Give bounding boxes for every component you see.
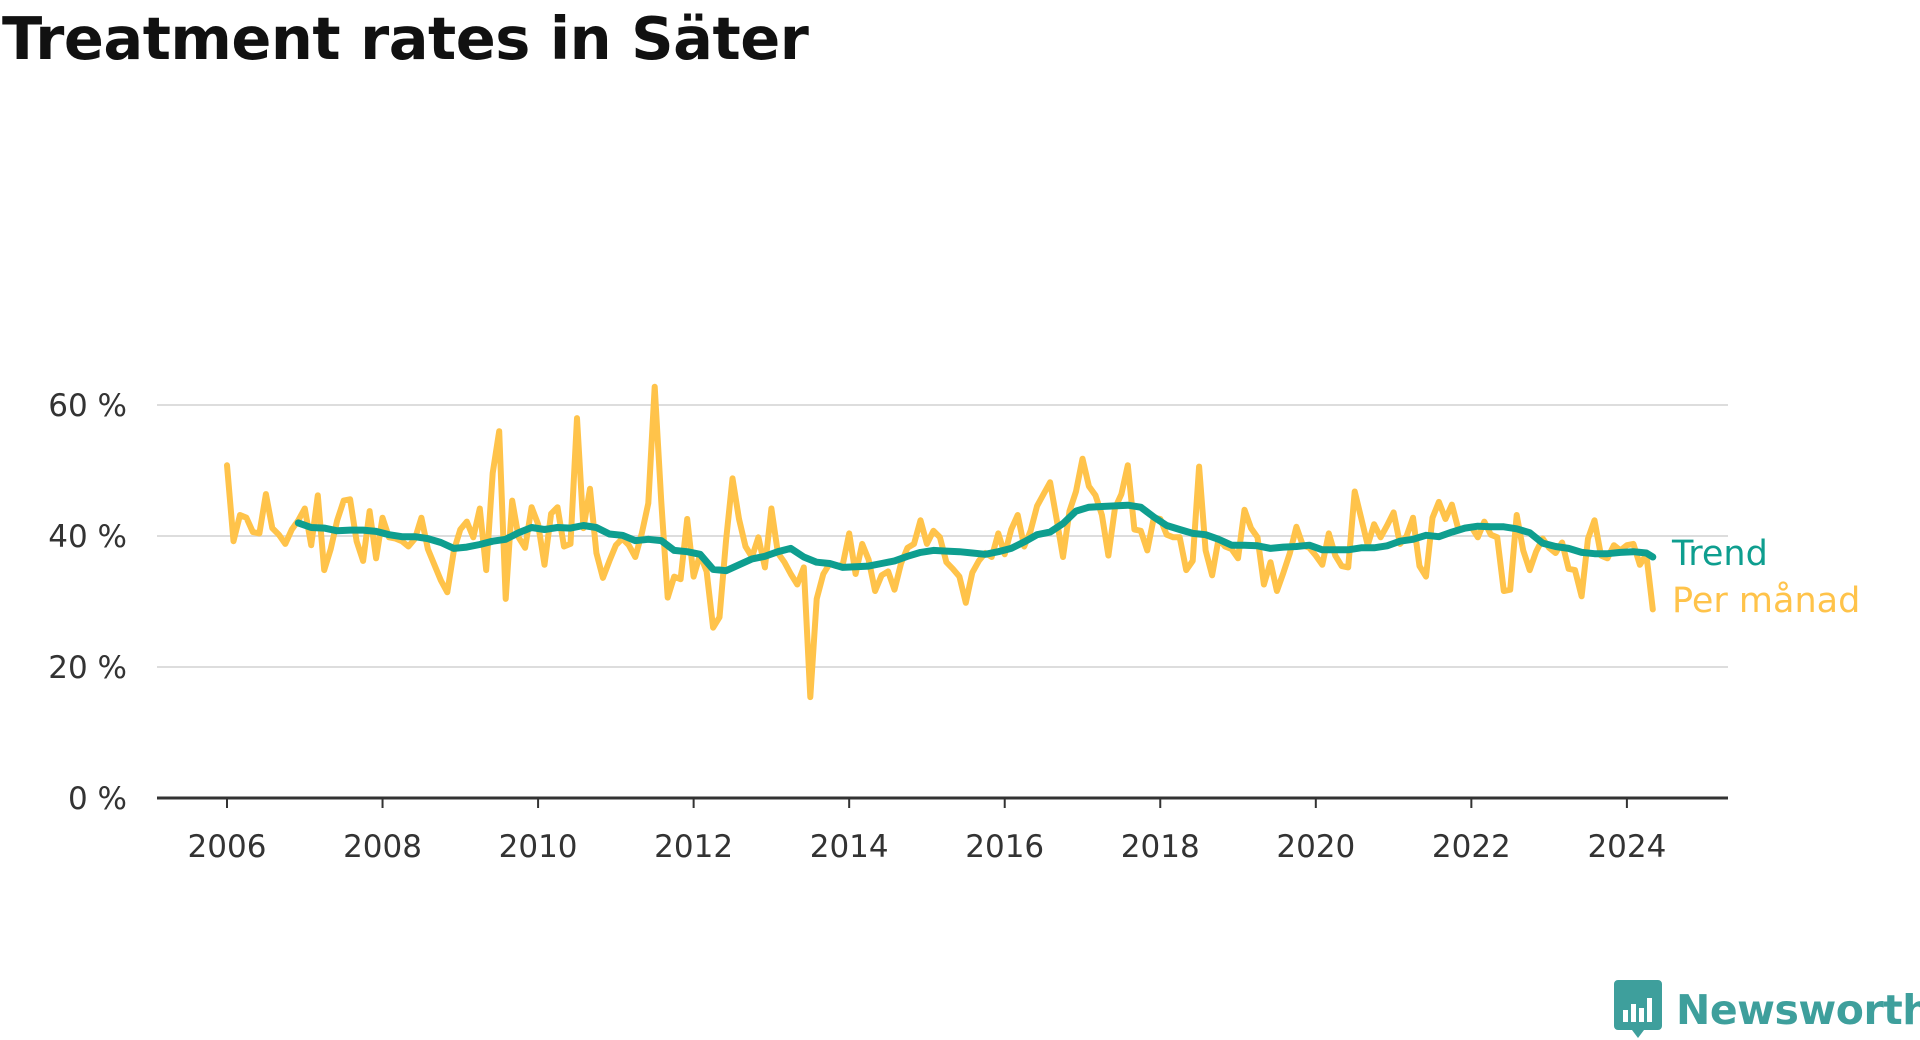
y-tick-label: 60 % [48, 388, 127, 424]
x-axis-ticks: 2006 2008 2010 2012 2014 2016 2018 2020 2022 2024 [188, 798, 1666, 865]
x-tick-label: 2008 [343, 829, 422, 865]
y-tick-label: 20 % [48, 650, 127, 686]
x-tick-label: 2014 [810, 829, 889, 865]
y-tick-label: 0 % [68, 781, 127, 817]
chart-title: Treatment rates in Säter [2, 4, 809, 73]
newsworthy-logo-icon [1614, 980, 1662, 1038]
x-tick-label: 2020 [1276, 829, 1355, 865]
series-labels: Trend Per månad [1671, 534, 1860, 621]
x-tick-label: 2010 [499, 829, 578, 865]
brand-logo: Newsworthy [1614, 980, 1920, 1040]
x-tick-label: 2022 [1432, 829, 1511, 865]
monthly-series-label: Per månad [1672, 580, 1860, 621]
x-tick-label: 2018 [1121, 829, 1200, 865]
series-lines [224, 383, 1657, 701]
trend-line [294, 501, 1657, 575]
trend-series-label: Trend [1671, 534, 1768, 574]
brand-name: Newsworthy [1676, 986, 1920, 1034]
x-tick-label: 2024 [1587, 829, 1666, 865]
y-axis-ticks: 0 % 20 % 40 % 60 % [48, 388, 127, 817]
gridlines [157, 404, 1728, 800]
x-tick-label: 2012 [654, 829, 733, 865]
monthly-line [224, 383, 1656, 701]
x-tick-label: 2006 [188, 829, 267, 865]
y-tick-label: 40 % [48, 519, 127, 555]
x-tick-label: 2016 [965, 829, 1044, 865]
